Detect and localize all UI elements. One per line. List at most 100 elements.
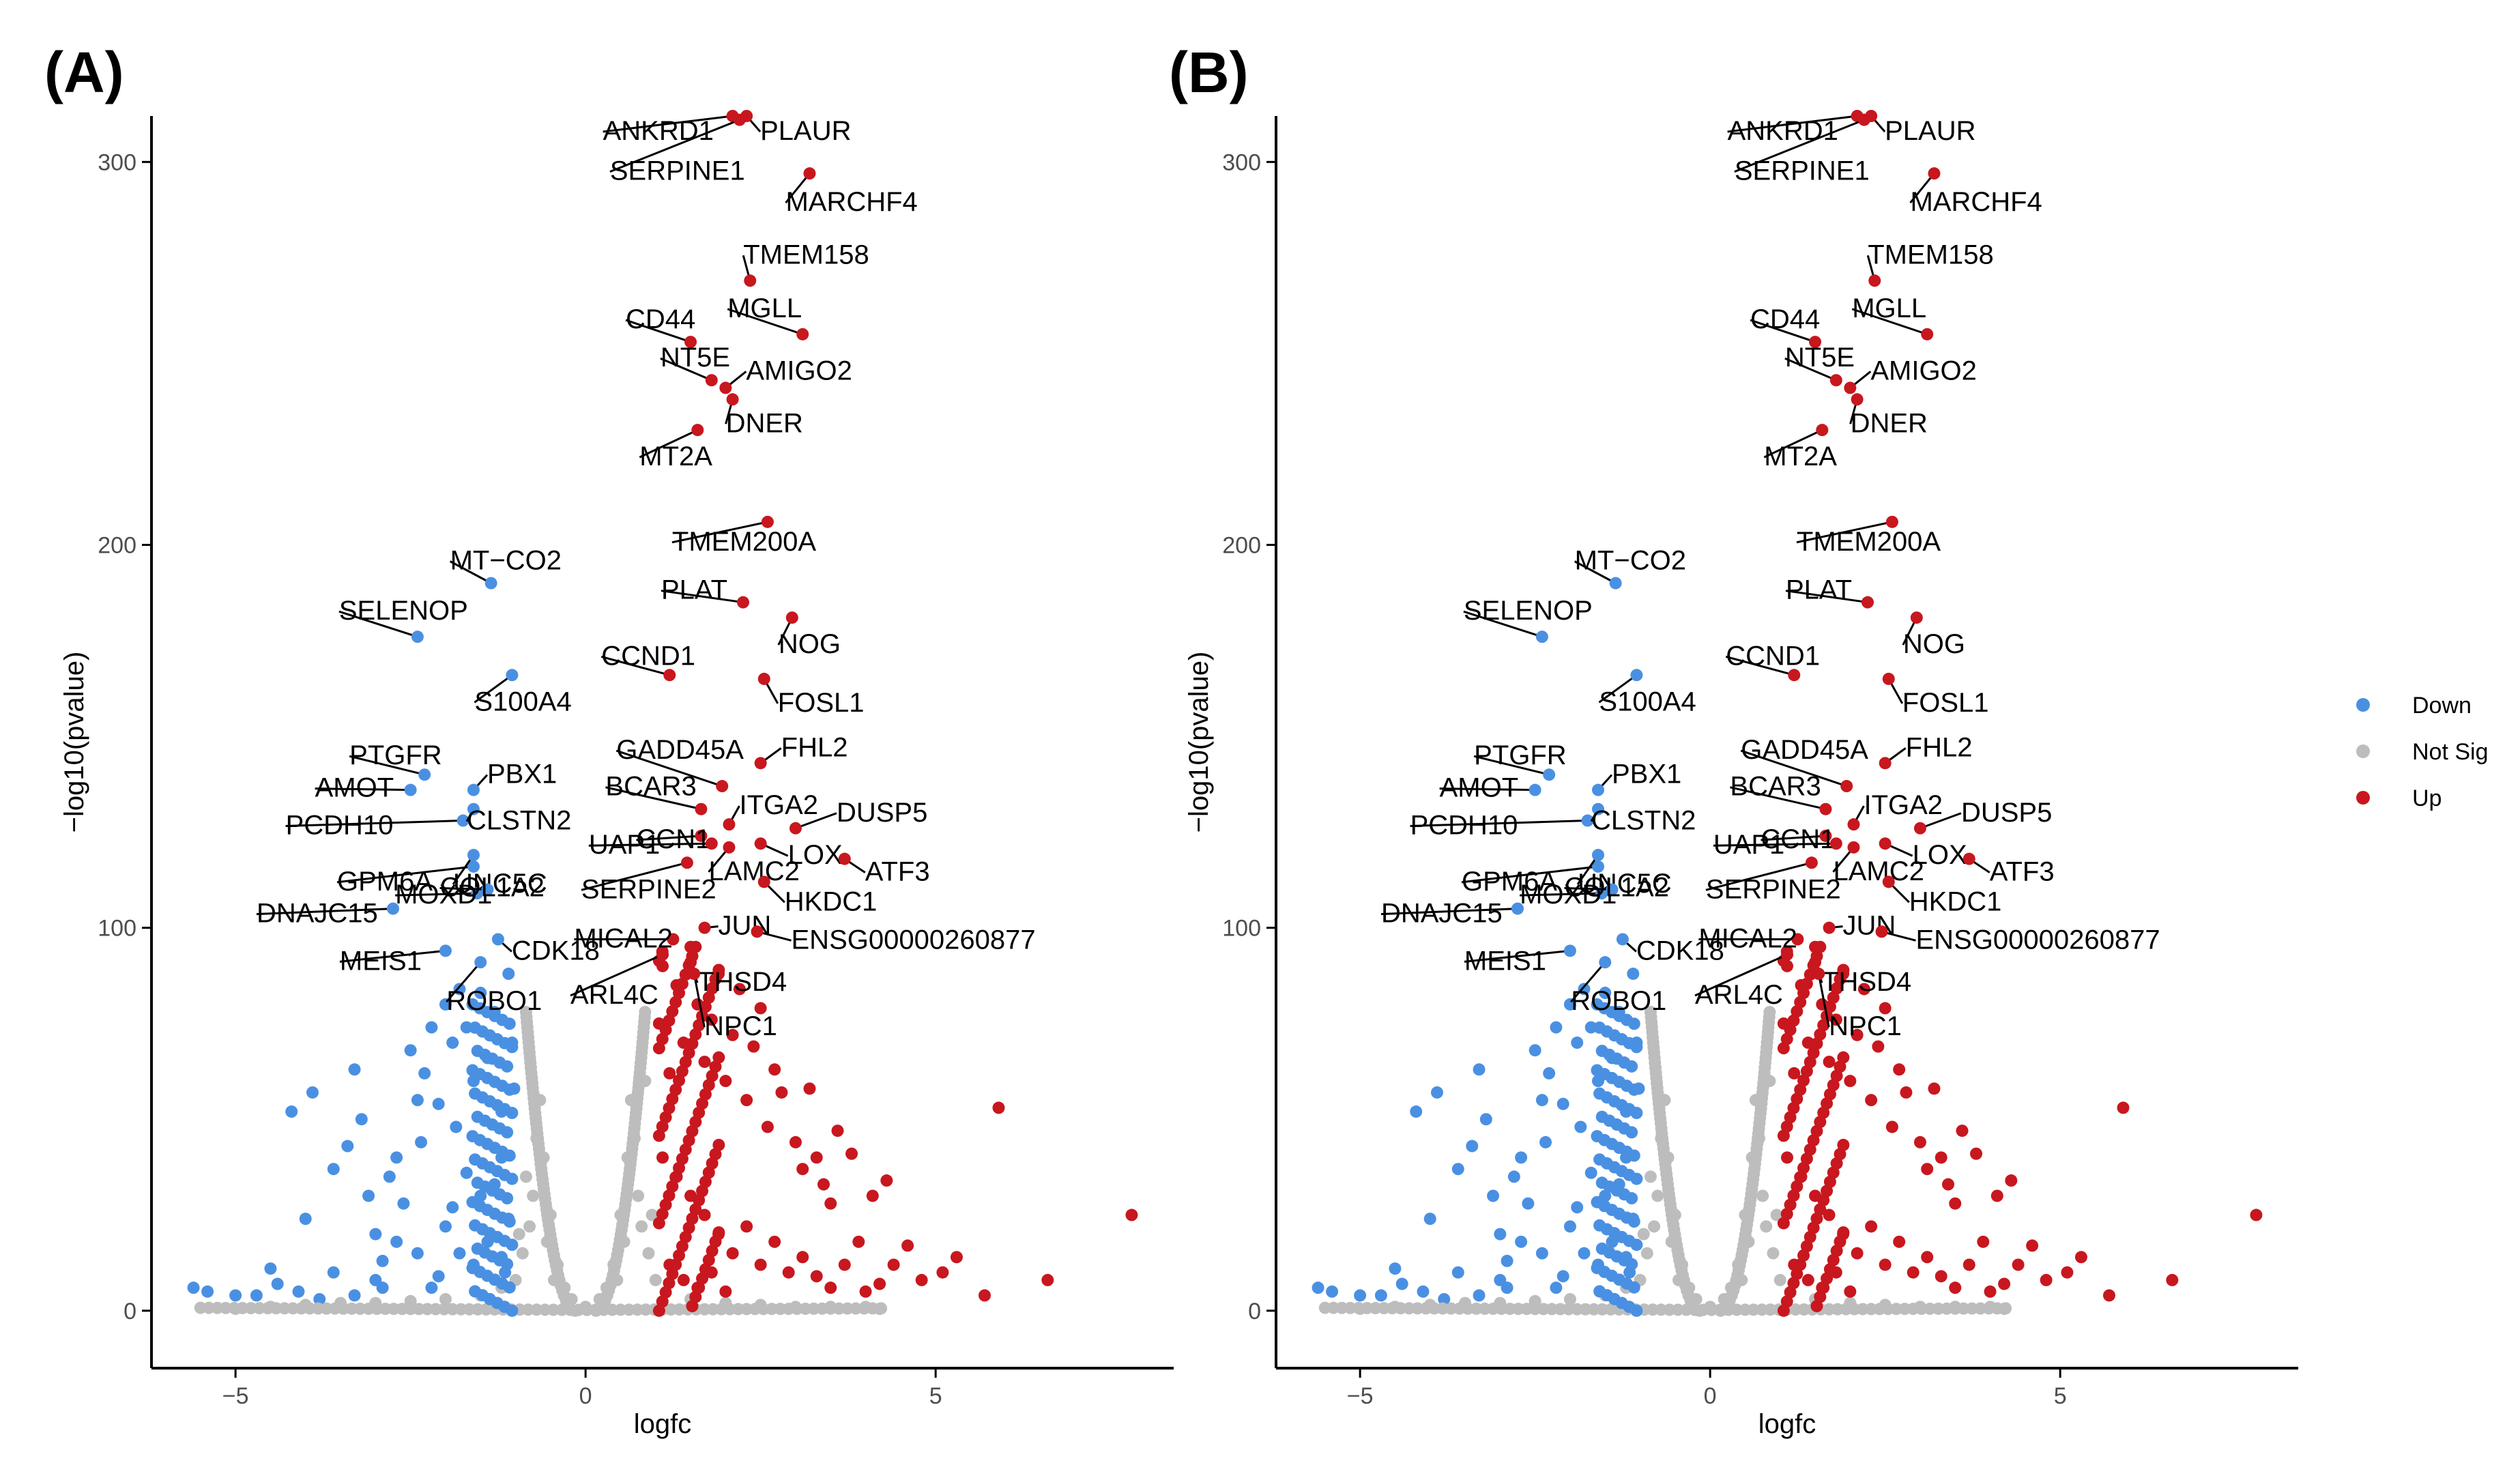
labeled-point [698, 921, 711, 934]
data-point-notsig [519, 1170, 532, 1183]
gene-label: SERPINE1 [1735, 156, 1870, 186]
data-point-up [845, 1147, 858, 1160]
data-point-down [1595, 1045, 1608, 1058]
gene-label: ROBO1 [1571, 986, 1666, 1016]
data-point-up [1844, 1285, 1857, 1298]
data-point-notsig [512, 1228, 525, 1241]
y-tick-label: 200 [1222, 533, 1261, 559]
gene-label: UAP1 [1713, 830, 1785, 860]
gene-label: PLAT [661, 575, 727, 605]
leader-line [395, 892, 478, 897]
x-tick-label: −5 [222, 1383, 249, 1409]
data-point-down [397, 1197, 410, 1210]
gene-label: CDK18 [1636, 936, 1724, 966]
data-point-down [471, 1176, 484, 1189]
labeled-point [663, 669, 676, 682]
data-point-notsig [1563, 1292, 1576, 1305]
labeled-point [757, 875, 770, 888]
labeled-point [1879, 757, 1892, 770]
data-point-up [705, 1013, 718, 1026]
data-point-up [1794, 1258, 1807, 1271]
data-point-up [1784, 1198, 1797, 1211]
gene-label: TMEM200A [672, 527, 816, 557]
labeled-point [1851, 393, 1864, 406]
data-point-up [669, 1171, 682, 1184]
data-point-down [1529, 1044, 1541, 1057]
gene-label: PCDH10 [1410, 811, 1518, 841]
gene-label: ANKRD1 [603, 116, 714, 146]
leader-line [1725, 655, 1795, 676]
data-point-down [1466, 1140, 1479, 1153]
data-point-down [404, 1044, 417, 1057]
gene-label: CCND1 [601, 641, 695, 671]
gene-label: LAMC2 [1833, 856, 1924, 886]
leader-line [1705, 861, 1812, 891]
data-point-down [1595, 1176, 1608, 1189]
data-point-up [686, 1300, 699, 1313]
data-point-up [689, 1290, 702, 1303]
data-point-down [415, 1135, 428, 1148]
data-point-up [1780, 1032, 1793, 1045]
data-point-up [1844, 1075, 1857, 1088]
data-point-down [292, 1285, 305, 1298]
gene-label: S100A4 [1599, 686, 1696, 716]
data-point-down [1593, 1021, 1606, 1034]
leader-line [474, 674, 513, 704]
data-point-up [2026, 1239, 2039, 1252]
labeled-point [484, 577, 497, 590]
data-point-up [1837, 1051, 1850, 1064]
labeled-point [1599, 956, 1612, 969]
data-point-down [1494, 1228, 1507, 1241]
data-point-up [1801, 1273, 1814, 1286]
panel-label: (A) [44, 40, 124, 104]
labeled-point [1543, 768, 1556, 781]
leader-line [1439, 787, 1535, 792]
data-point-down [341, 1140, 354, 1153]
leader-line [1763, 429, 1823, 459]
data-point-up [1827, 1079, 1840, 1092]
leader-line [625, 319, 691, 343]
leader-line [285, 820, 463, 828]
gene-label: PCDH10 [286, 811, 394, 841]
data-point-down [348, 1063, 361, 1076]
leader-line [588, 842, 712, 847]
gene-label: SELENOP [339, 596, 468, 626]
data-point-down [313, 1292, 326, 1305]
data-point-down [1593, 1285, 1606, 1298]
gene-label: PLAUR [760, 116, 851, 146]
data-point-up [2074, 1251, 2087, 1264]
data-point-up [676, 1153, 689, 1165]
gene-label: DNER [726, 408, 803, 438]
data-point-up [719, 1075, 732, 1088]
data-point-up [803, 1082, 816, 1095]
data-point-down [432, 1097, 445, 1110]
data-point-down [383, 1170, 396, 1183]
labeled-point [1885, 515, 1898, 528]
data-point-up [1804, 1056, 1816, 1069]
leader-line [336, 865, 474, 884]
data-point-down [466, 1130, 479, 1143]
data-point-up [702, 1254, 715, 1266]
data-point-down [1595, 1110, 1608, 1123]
labeled-point [1868, 274, 1881, 287]
data-point-up [1823, 1263, 1836, 1276]
data-point-up [706, 982, 719, 995]
data-point-up [1777, 1304, 1790, 1317]
data-point-up [1125, 1208, 1138, 1221]
data-point-up [1780, 1120, 1793, 1133]
data-point-up [754, 1258, 767, 1271]
labeled-point [656, 948, 669, 961]
data-point-down [1389, 1262, 1402, 1275]
data-point-up [1810, 1037, 1823, 1050]
leader-line [1520, 892, 1602, 897]
labeled-point [1819, 829, 1832, 842]
data-point-up [2102, 1289, 2115, 1302]
data-point-up [1998, 1277, 2011, 1290]
gene-label: NT5E [661, 343, 730, 373]
data-point-up [1817, 1019, 1830, 1032]
data-point-notsig [639, 1006, 652, 1019]
leader-line [636, 835, 701, 841]
data-point-down [348, 1289, 361, 1302]
data-point-down [1501, 1281, 1514, 1294]
data-point-up [1879, 1002, 1892, 1015]
